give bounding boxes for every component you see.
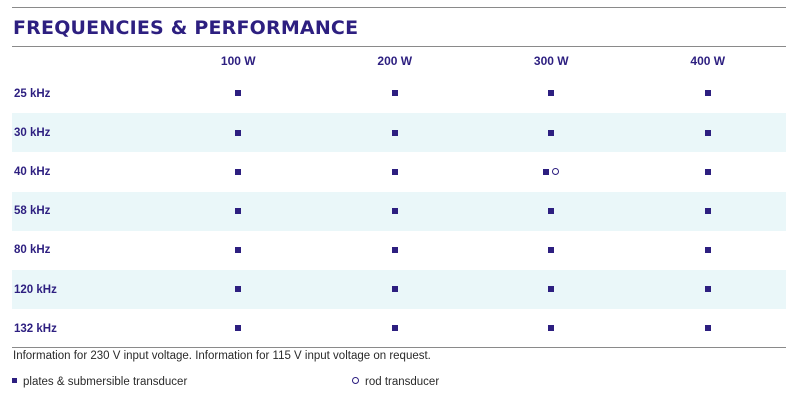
table-cell — [630, 113, 787, 152]
column-header: 400 W — [690, 54, 726, 68]
table-cell — [160, 113, 317, 152]
hollow-circle-icon — [352, 377, 359, 385]
frequency-label: 40 kHz — [14, 165, 51, 178]
table-cell — [473, 152, 630, 191]
table-header-row: 100 W 200 W 300 W 400 W — [12, 48, 786, 74]
filled-square-icon — [391, 207, 398, 214]
column-header: 100 W — [220, 54, 256, 68]
legend-plate: plates & submersible transducer — [12, 376, 187, 388]
table-cell — [317, 113, 474, 152]
bottom-rule — [12, 347, 786, 348]
page-title: FREQUENCIES & PERFORMANCE — [13, 17, 359, 39]
filled-square-icon — [704, 325, 711, 332]
table-body: 25 kHz 30 kHz 40 kHz 58 kHz 80 kHz 120 kHz 132… — [12, 74, 786, 348]
column-header: 300 W — [533, 54, 569, 68]
filled-square-icon — [548, 247, 555, 254]
table-cell — [317, 309, 474, 348]
table-cell — [160, 231, 317, 270]
filled-square-icon — [235, 90, 242, 97]
filled-square-icon — [548, 207, 555, 214]
filled-square-icon — [704, 247, 711, 254]
filled-square-icon — [12, 378, 17, 384]
filled-square-icon — [235, 207, 242, 214]
table-cell — [630, 152, 787, 191]
filled-square-icon — [391, 286, 398, 293]
header-corner — [12, 48, 160, 74]
filled-square-icon — [235, 325, 242, 332]
table-cell — [630, 74, 787, 113]
table-cell — [317, 74, 474, 113]
table-cell — [630, 309, 787, 348]
filled-square-icon — [391, 325, 398, 332]
filled-square-icon — [548, 90, 555, 97]
table-row: 30 kHz — [12, 113, 787, 153]
frequency-label: 132 kHz — [14, 322, 57, 335]
frequency-label: 58 kHz — [14, 205, 51, 218]
filled-square-icon — [704, 90, 711, 97]
filled-square-icon — [391, 129, 398, 136]
legend-plate-label: plates & submersible transducer — [23, 376, 188, 388]
table-cell — [317, 152, 474, 191]
filled-square-icon — [548, 129, 555, 136]
filled-square-icon — [704, 286, 711, 293]
table-cell — [317, 192, 474, 231]
table-cell — [473, 113, 630, 152]
filled-square-icon — [235, 247, 242, 254]
frequency-label: 120 kHz — [14, 283, 57, 296]
filled-square-icon — [235, 129, 242, 136]
table-cell — [473, 192, 630, 231]
filled-square-icon — [548, 325, 555, 332]
table-row: 80 kHz — [12, 231, 786, 270]
filled-square-icon — [391, 168, 398, 175]
frequency-label: 25 kHz — [14, 87, 51, 100]
filled-square-icon — [391, 247, 398, 254]
table-cell — [630, 192, 787, 231]
frequency-label: 80 kHz — [14, 244, 51, 257]
table-cell — [160, 309, 317, 348]
table-cell — [473, 270, 630, 309]
table-row: 132 kHz — [12, 309, 786, 348]
table-cell — [317, 231, 474, 270]
table-row: 40 kHz — [12, 152, 786, 191]
table-cell — [160, 192, 317, 231]
table-cell — [160, 74, 317, 113]
table-cell — [630, 231, 787, 270]
table-cell — [473, 74, 630, 113]
filled-square-icon — [543, 168, 550, 175]
table-row: 120 kHz — [12, 269, 787, 310]
top-rule — [12, 7, 786, 8]
table-row: 25 kHz — [12, 74, 786, 113]
table-cell — [317, 270, 474, 309]
filled-square-icon — [235, 168, 242, 175]
filled-square-icon — [235, 286, 242, 293]
legend-rod-label: rod transducer — [365, 376, 440, 388]
frequency-table: 100 W 200 W 300 W 400 W 25 kHz 30 kHz 40 k… — [12, 48, 786, 348]
column-header: 200 W — [377, 54, 413, 68]
table-row: 58 kHz — [12, 191, 787, 231]
table-cell — [160, 270, 317, 309]
hollow-circle-icon — [552, 168, 560, 176]
filled-square-icon — [704, 207, 711, 214]
table-cell — [630, 270, 787, 309]
table-cell — [473, 231, 630, 270]
filled-square-icon — [704, 168, 711, 175]
table-cell — [473, 309, 630, 348]
frequency-label: 30 kHz — [14, 126, 51, 139]
legend-rod: rod transducer — [352, 376, 439, 388]
filled-square-icon — [391, 90, 398, 97]
footnote: Information for 230 V input voltage. Inf… — [13, 350, 431, 362]
filled-square-icon — [548, 286, 555, 293]
title-rule — [12, 46, 786, 47]
table-cell — [160, 152, 317, 191]
filled-square-icon — [704, 129, 711, 136]
